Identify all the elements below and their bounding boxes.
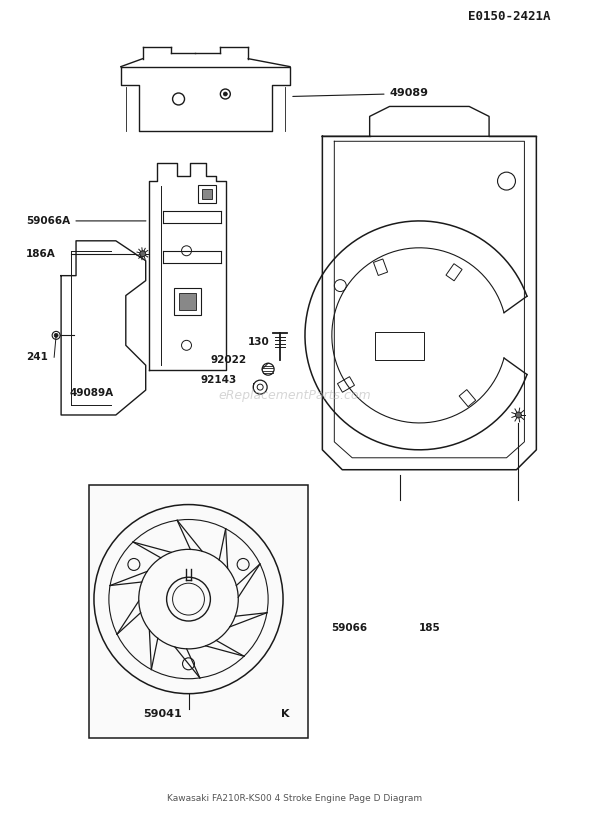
Text: E0150-2421A: E0150-2421A bbox=[468, 11, 550, 23]
Text: K: K bbox=[281, 709, 289, 719]
Circle shape bbox=[54, 333, 58, 337]
Bar bbox=[89, 484, 308, 738]
Text: 59066: 59066 bbox=[332, 623, 368, 633]
Bar bbox=[375, 332, 424, 361]
Text: 49089A: 49089A bbox=[69, 388, 113, 398]
Text: 59041: 59041 bbox=[143, 709, 182, 719]
Bar bbox=[198, 185, 217, 203]
Text: 59066A: 59066A bbox=[27, 216, 146, 226]
Text: eReplacementParts.com: eReplacementParts.com bbox=[219, 389, 371, 402]
Bar bbox=[337, 377, 355, 392]
Bar bbox=[373, 259, 388, 276]
Text: Kawasaki FA210R-KS00 4 Stroke Engine Page D Diagram: Kawasaki FA210R-KS00 4 Stroke Engine Pag… bbox=[168, 794, 422, 803]
Text: 92143: 92143 bbox=[200, 375, 237, 385]
Circle shape bbox=[224, 92, 227, 96]
Circle shape bbox=[140, 251, 146, 257]
Text: 92022: 92022 bbox=[210, 356, 247, 365]
Text: 130: 130 bbox=[248, 337, 270, 347]
Text: 185: 185 bbox=[418, 623, 440, 633]
Bar bbox=[179, 293, 196, 310]
Text: 186A: 186A bbox=[27, 249, 56, 259]
Bar bbox=[173, 288, 201, 315]
Text: 241: 241 bbox=[27, 352, 48, 362]
Text: 49089: 49089 bbox=[293, 88, 428, 98]
Bar bbox=[202, 189, 212, 199]
Bar bbox=[446, 264, 462, 280]
Bar bbox=[459, 389, 476, 407]
Circle shape bbox=[516, 412, 522, 418]
